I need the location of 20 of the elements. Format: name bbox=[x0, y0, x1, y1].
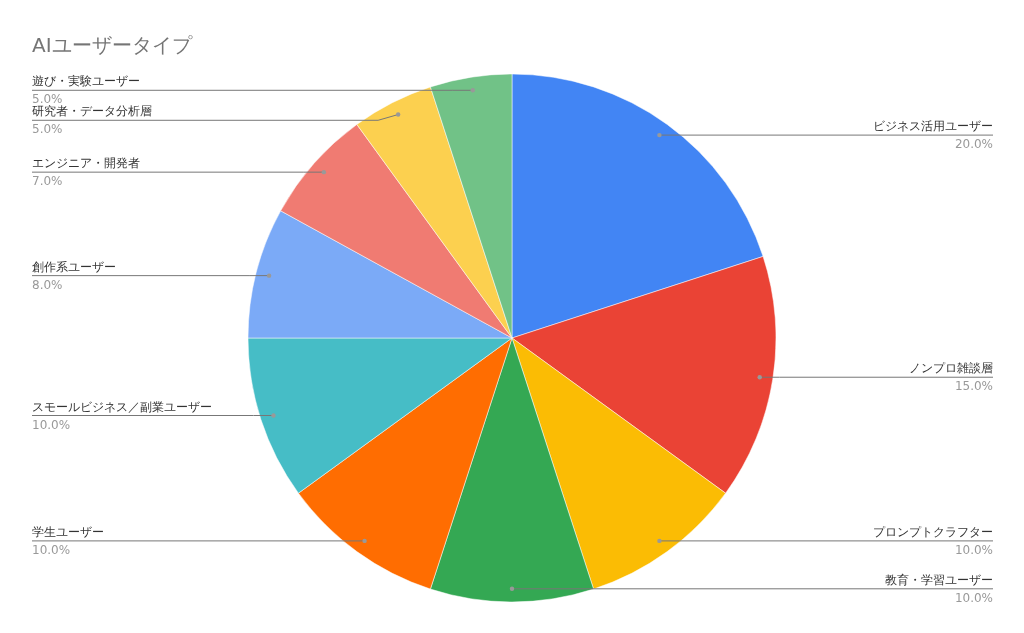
data-label: 10.0% bbox=[32, 542, 71, 557]
slice-label: エンジニア・開発者 bbox=[32, 156, 140, 171]
slice-label: ビジネス活用ユーザー bbox=[873, 119, 993, 134]
data-label: 15.0% bbox=[954, 379, 993, 394]
slice-label: ノンプロ雑談層 bbox=[909, 361, 993, 376]
data-label: 20.0% bbox=[954, 137, 993, 152]
data-label: 5.0% bbox=[32, 122, 63, 137]
slice-label: 創作系ユーザー bbox=[32, 259, 116, 274]
slice-label: 遊び・実験ユーザー bbox=[32, 74, 140, 89]
data-label: 10.0% bbox=[32, 417, 71, 432]
slice-label: 学生ユーザー bbox=[32, 524, 104, 539]
slice-label: プロンプトクラフター bbox=[873, 524, 993, 539]
chart-title: AIユーザータイプ bbox=[32, 33, 193, 57]
data-label: 10.0% bbox=[954, 542, 993, 557]
slice-label: スモールビジネス／副業ユーザー bbox=[32, 399, 212, 414]
data-label: 7.0% bbox=[32, 174, 63, 189]
slice-label: 教育・学習ユーザー bbox=[885, 572, 993, 587]
slice-label: 研究者・データ分析層 bbox=[32, 104, 152, 119]
data-label: 8.0% bbox=[32, 277, 63, 292]
data-label: 10.0% bbox=[954, 590, 993, 605]
